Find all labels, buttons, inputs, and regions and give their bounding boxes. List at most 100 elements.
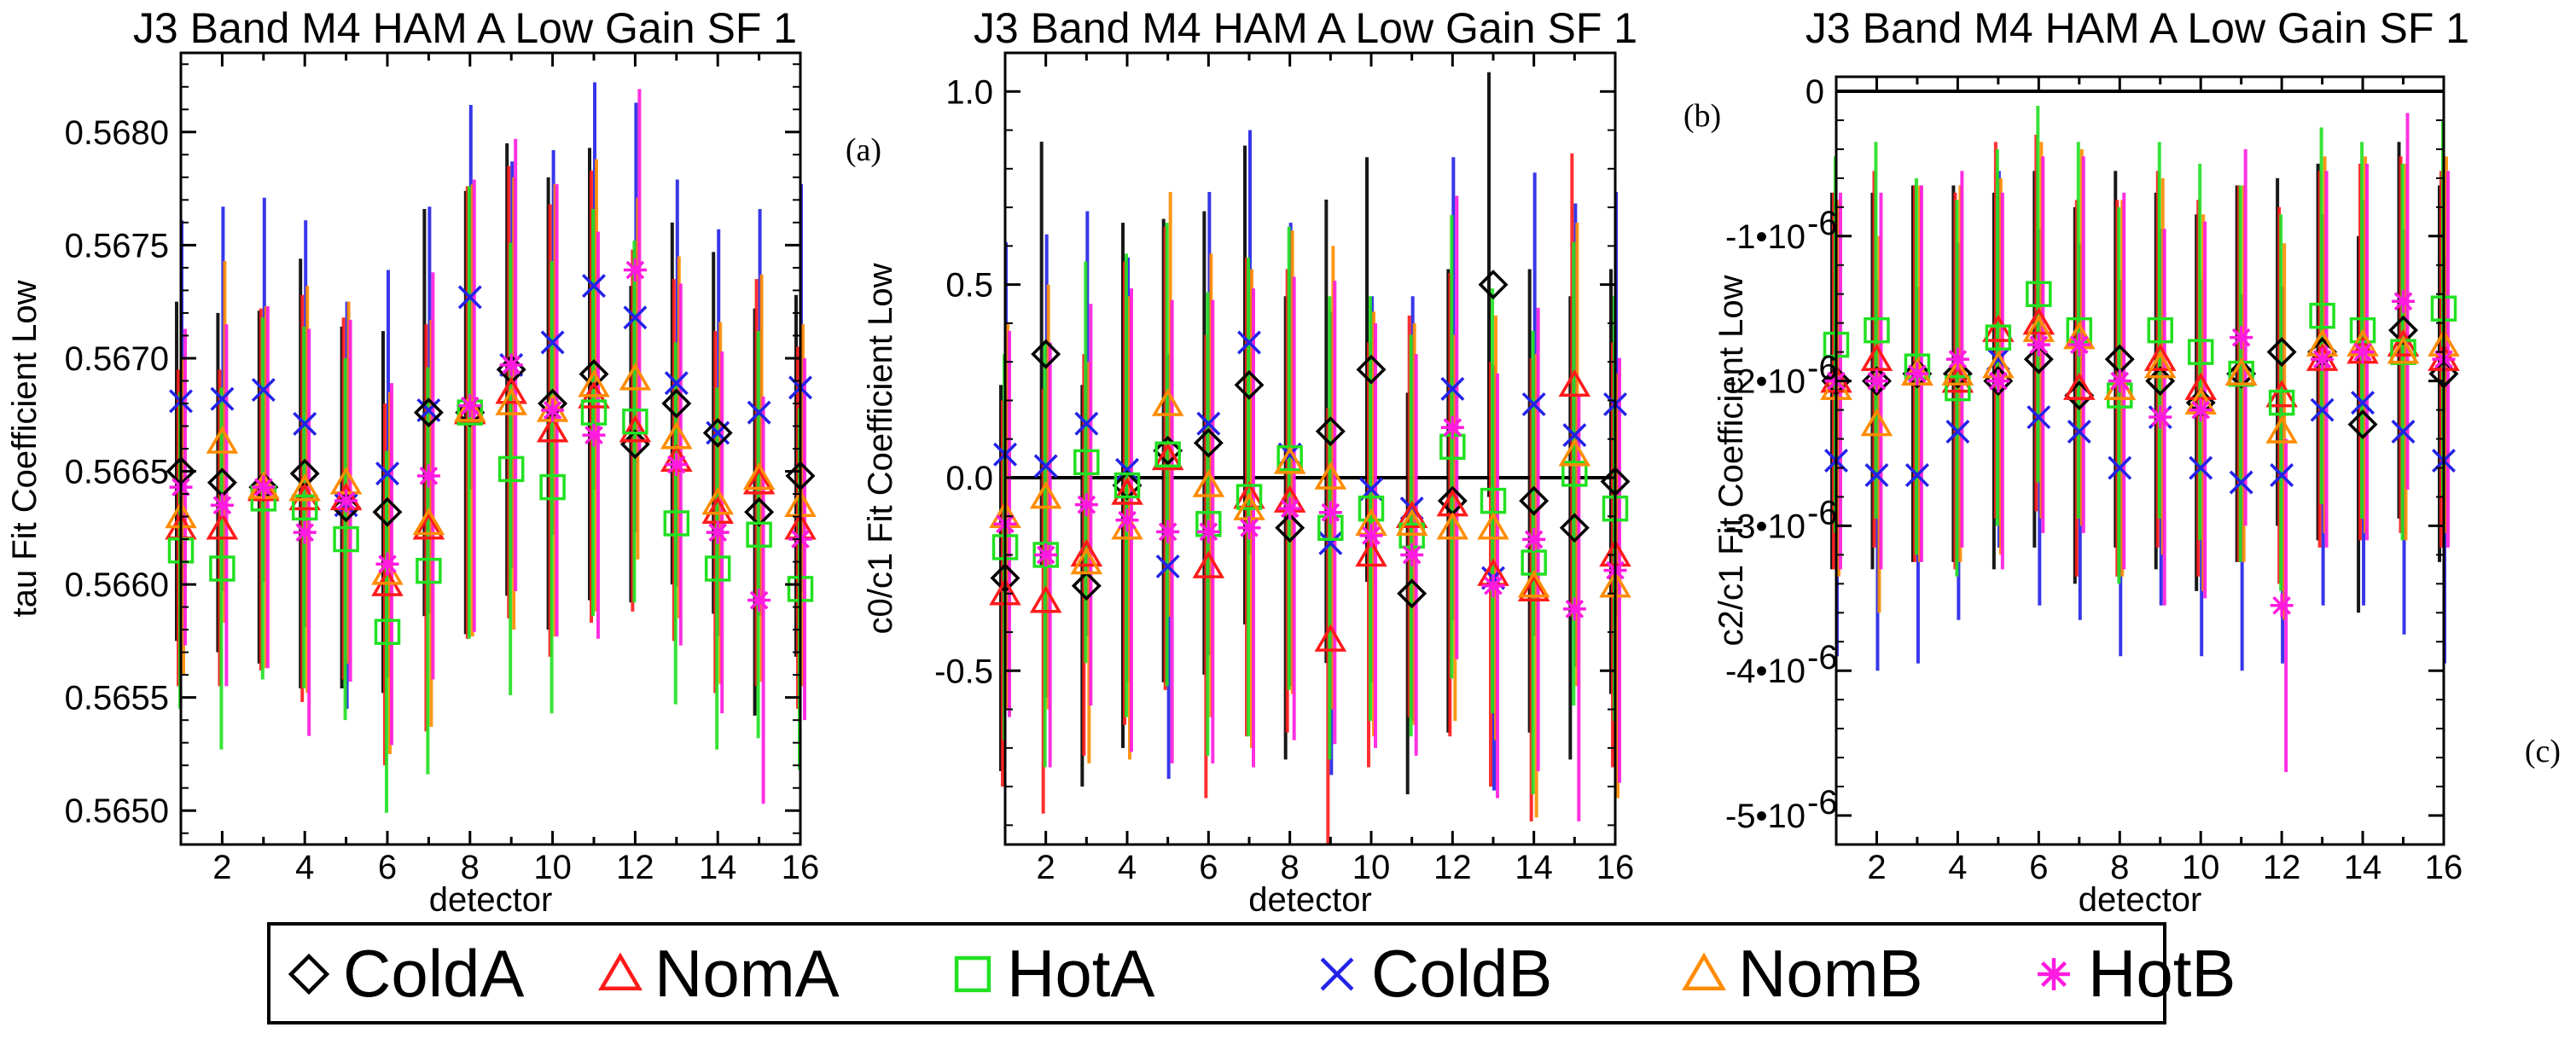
data-point: [622, 408, 648, 435]
legend-label: HotA: [1007, 936, 1154, 1011]
marker-triangle: [1070, 547, 1103, 575]
y-tick-label: 0: [1806, 73, 1824, 111]
marker-diamond: [1942, 358, 1973, 389]
data-point: [1864, 369, 1888, 393]
data-point: [2026, 333, 2050, 357]
data-point: [1193, 427, 1224, 458]
data-point: [413, 398, 444, 428]
marker-triangle: [1477, 512, 1509, 540]
marker-triangle: [1558, 369, 1591, 398]
data-point: [499, 353, 523, 377]
marker-asterisk: [665, 453, 689, 477]
data-point: [1902, 358, 1933, 389]
marker-triangle: [1192, 469, 1225, 497]
marker-triangle: [619, 363, 652, 391]
marker-triangle: [1029, 585, 1062, 613]
data-point: [293, 520, 317, 544]
data-point: [2387, 336, 2420, 364]
marker-asterisk: [1278, 496, 1302, 520]
marker-square: [1358, 495, 1385, 522]
marker-x: [1945, 420, 1970, 444]
chart-title: J3 Band M4 HAM A Low Gain SF 1: [1806, 4, 2469, 52]
marker-diamond: [661, 388, 692, 419]
marker-diamond: [2388, 315, 2419, 345]
marker-triangle: [1314, 461, 1347, 490]
error-bars: [175, 82, 806, 813]
marker-triangle: [1151, 442, 1184, 471]
data-point: [578, 369, 610, 398]
marker-triangle: [1070, 539, 1103, 567]
data-point: [1517, 573, 1550, 601]
data-point: [2270, 594, 2294, 618]
marker-asterisk: [1481, 574, 1505, 598]
marker-x: [2067, 420, 2091, 444]
data-point: [495, 387, 527, 415]
data-point: [1151, 442, 1184, 471]
marker-asterisk: [1237, 516, 1261, 540]
data-point: [702, 417, 733, 448]
marker-triangle: [2265, 415, 2298, 444]
data-point: [1440, 376, 1465, 401]
data-point: [1314, 624, 1347, 652]
marker-triangle: [495, 376, 527, 404]
marker-x: [1904, 462, 1929, 487]
marker-square: [1945, 374, 1971, 402]
marker-asterisk: [1522, 527, 1546, 551]
x-tick-label: 10: [2182, 849, 2220, 886]
data-point: [495, 376, 527, 404]
y-tick-exponent: -6: [1807, 639, 1838, 676]
marker-triangle: [598, 952, 643, 991]
data-point: [2224, 357, 2258, 386]
data-point: [1196, 411, 1221, 436]
data-point: [1942, 358, 1973, 389]
x-tick-label: 8: [2110, 849, 2129, 886]
data-point: [706, 520, 730, 544]
marker-x: [2310, 398, 2335, 422]
marker-asterisk: [2067, 333, 2091, 357]
y-axis: 0.5650 0.5655 0.5660 0.5665 0.5670 0.5675 0.56…: [6, 63, 800, 834]
marker-diamond: [2266, 337, 2297, 368]
data-point: [742, 461, 776, 490]
x-tick-label: 14: [2344, 849, 2382, 886]
data-point: [623, 305, 648, 330]
x-tick-label: 14: [1515, 849, 1553, 886]
marker-asterisk: [1196, 520, 1220, 543]
marker-asterisk: [2149, 405, 2172, 429]
x-axis: 2 4 6 8 10 12 14 16 detector: [179, 53, 820, 919]
data-point: [2229, 470, 2253, 495]
series-hotb: [993, 415, 1627, 621]
marker-triangle: [206, 512, 239, 540]
x-tick-label: 16: [1596, 849, 1635, 886]
x-tick-label: 10: [533, 849, 572, 886]
y-tick-label: 0.5: [945, 267, 993, 305]
data-point: [540, 330, 565, 355]
data-point: [1477, 512, 1509, 540]
marker-triangle: [1558, 438, 1591, 467]
marker-triangle: [1982, 314, 2015, 342]
data-point: [1273, 446, 1306, 474]
data-point: [1155, 554, 1180, 579]
data-point: [2265, 380, 2298, 408]
marker-triangle: [1941, 357, 1974, 386]
marker-diamond: [1275, 513, 1305, 543]
data-point: [1115, 457, 1139, 482]
data-point: [1355, 539, 1387, 567]
data-point: [209, 555, 236, 582]
data-point: [619, 415, 652, 443]
x-tick-label: 16: [2425, 849, 2463, 886]
marker-triangle: [536, 415, 569, 443]
marker-diamond: [579, 359, 609, 389]
plot-frame: [179, 51, 802, 846]
x-tick-label: 8: [461, 849, 480, 886]
marker-square: [1864, 316, 1890, 344]
data-point: [665, 453, 689, 477]
y-tick-label: -4•10: [1725, 653, 1806, 690]
data-point: [2108, 369, 2131, 393]
marker-x: [664, 371, 689, 396]
marker-x: [1864, 462, 1889, 487]
data-point: [1356, 354, 1387, 385]
data-point: [416, 557, 442, 584]
x-tick-label: 16: [782, 849, 820, 886]
data-point: [747, 589, 771, 612]
data-point: [2189, 398, 2213, 422]
